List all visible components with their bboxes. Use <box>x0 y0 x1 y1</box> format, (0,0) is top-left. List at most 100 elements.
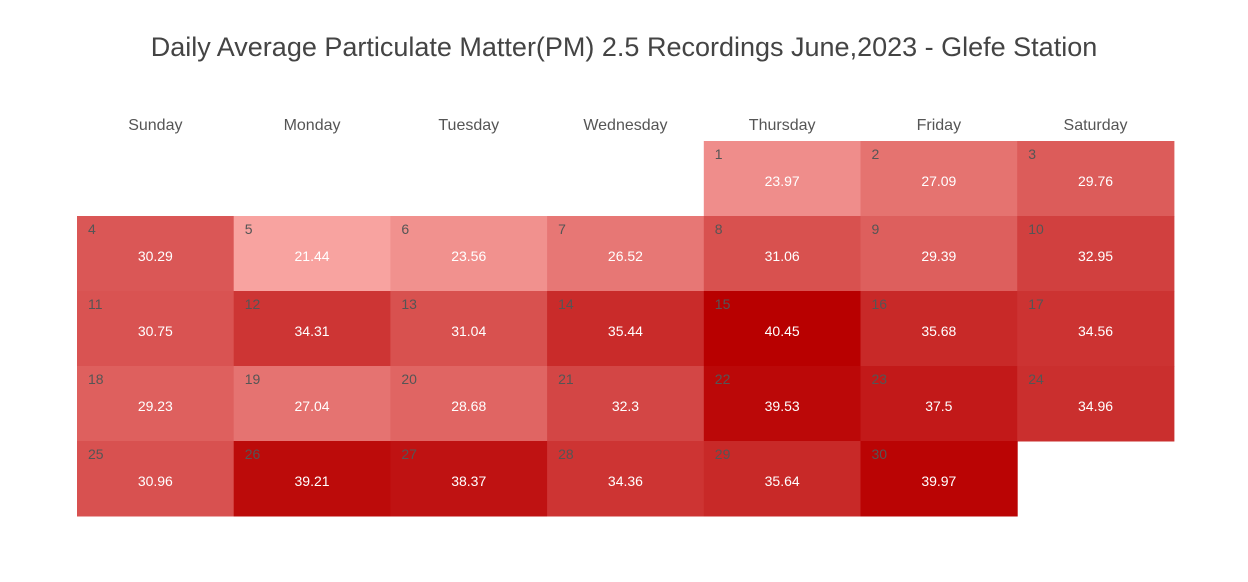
heat-cell-17 <box>1017 291 1175 367</box>
calendar-cells: 123.97227.09329.76430.29521.44623.56726.… <box>77 141 1175 517</box>
day-cell-8: 831.06 <box>703 216 861 292</box>
heat-cell-25 <box>77 441 235 517</box>
day-cell-28: 28 34.36 <box>547 441 705 517</box>
day-cell-4: 430.29 <box>77 216 235 292</box>
value-label-27: 38.37 <box>451 473 486 489</box>
day-number-4: 4 <box>88 221 96 237</box>
day-number-16: 16 <box>872 296 888 312</box>
day-number-10: 10 <box>1028 221 1044 237</box>
day-number-24: 24 <box>1028 371 1044 387</box>
value-label-4: 30.29 <box>138 248 173 264</box>
day-number-14: 14 <box>558 296 574 312</box>
weekday-label-tuesday: Tuesday <box>438 117 499 134</box>
day-cell-22: 22 39.53 <box>703 366 861 442</box>
day-cell-10: 10 32.95 <box>1017 216 1175 292</box>
day-cell-20: 20 28.68 <box>390 366 548 442</box>
day-cell-1: 123.97 <box>703 141 861 217</box>
weekday-label-thursday: Thursday <box>749 117 816 134</box>
day-number-19: 19 <box>245 371 261 387</box>
day-number-27: 27 <box>401 446 417 462</box>
day-number-1: 1 <box>715 146 723 162</box>
day-cell-21: 21 32.3 <box>547 366 705 442</box>
day-cell-14: 14 35.44 <box>547 291 705 367</box>
day-cell-7: 726.52 <box>547 216 705 292</box>
day-cell-6: 623.56 <box>390 216 548 292</box>
value-label-28: 34.36 <box>608 473 643 489</box>
heat-cell-29 <box>703 441 861 517</box>
weekday-label-saturday: Saturday <box>1064 117 1128 134</box>
weekday-headers: Sunday Monday Tuesday Wednesday Thursday Frid… <box>128 117 1127 134</box>
heat-cell-3 <box>1017 141 1175 217</box>
value-label-1: 23.97 <box>765 173 800 189</box>
heat-cell-26 <box>233 441 391 517</box>
value-label-24: 34.96 <box>1078 398 1113 414</box>
day-cell-9: 929.39 <box>860 216 1018 292</box>
day-cell-13: 13 31.04 <box>390 291 548 367</box>
day-number-13: 13 <box>401 296 417 312</box>
day-number-6: 6 <box>401 221 409 237</box>
heat-cell-20 <box>390 366 548 442</box>
day-cell-11: 11 30.75 <box>77 291 235 367</box>
day-number-29: 29 <box>715 446 731 462</box>
value-label-10: 32.95 <box>1078 248 1113 264</box>
day-cell-24: 24 34.96 <box>1017 366 1175 442</box>
weekday-label-wednesday: Wednesday <box>583 117 667 134</box>
value-label-17: 34.56 <box>1078 323 1113 339</box>
day-number-30: 30 <box>872 446 888 462</box>
heat-cell-15 <box>703 291 861 367</box>
value-label-14: 35.44 <box>608 323 643 339</box>
value-label-22: 39.53 <box>765 398 800 414</box>
heat-cell-9 <box>860 216 1018 292</box>
day-number-23: 23 <box>872 371 888 387</box>
heat-cell-11 <box>77 291 235 367</box>
weekday-label-monday: Monday <box>284 117 341 134</box>
value-label-8: 31.06 <box>765 248 800 264</box>
value-label-3: 29.76 <box>1078 173 1113 189</box>
day-cell-12: 12 34.31 <box>233 291 391 367</box>
heat-cell-16 <box>860 291 1018 367</box>
value-label-23: 37.5 <box>925 398 952 414</box>
day-number-26: 26 <box>245 446 261 462</box>
day-number-11: 11 <box>88 296 103 312</box>
heat-cell-22 <box>703 366 861 442</box>
value-label-18: 29.23 <box>138 398 173 414</box>
day-number-3: 3 <box>1028 146 1036 162</box>
day-cell-19: 19 27.04 <box>233 366 391 442</box>
heat-cell-8 <box>703 216 861 292</box>
day-number-22: 22 <box>715 371 731 387</box>
heat-cell-19 <box>233 366 391 442</box>
day-cell-18: 18 29.23 <box>77 366 235 442</box>
day-cell-15: 15 40.45 <box>703 291 861 367</box>
heat-cell-30 <box>860 441 1018 517</box>
heat-cell-28 <box>547 441 705 517</box>
day-cell-30: 30 39.97 <box>860 441 1018 517</box>
value-label-5: 21.44 <box>295 248 330 264</box>
heat-cell-24 <box>1017 366 1175 442</box>
value-label-21: 32.3 <box>612 398 639 414</box>
value-label-7: 26.52 <box>608 248 643 264</box>
day-cell-26: 26 39.21 <box>233 441 391 517</box>
day-number-12: 12 <box>245 296 261 312</box>
value-label-13: 31.04 <box>451 323 486 339</box>
heat-cell-21 <box>547 366 705 442</box>
value-label-15: 40.45 <box>765 323 800 339</box>
day-cell-27: 27 38.37 <box>390 441 548 517</box>
heat-cell-1 <box>703 141 861 217</box>
heat-cell-6 <box>390 216 548 292</box>
value-label-12: 34.31 <box>295 323 330 339</box>
heat-cell-27 <box>390 441 548 517</box>
weekday-label-friday: Friday <box>917 117 961 134</box>
day-cell-3: 329.76 <box>1017 141 1175 217</box>
weekday-label-sunday: Sunday <box>128 117 182 134</box>
day-cell-16: 16 35.68 <box>860 291 1018 367</box>
day-number-5: 5 <box>245 221 253 237</box>
value-label-20: 28.68 <box>451 398 486 414</box>
day-number-7: 7 <box>558 221 566 237</box>
value-label-26: 39.21 <box>295 473 330 489</box>
heat-cell-12 <box>233 291 391 367</box>
value-label-6: 23.56 <box>451 248 486 264</box>
heat-cell-10 <box>1017 216 1175 292</box>
day-cell-17: 17 34.56 <box>1017 291 1175 367</box>
day-number-28: 28 <box>558 446 574 462</box>
